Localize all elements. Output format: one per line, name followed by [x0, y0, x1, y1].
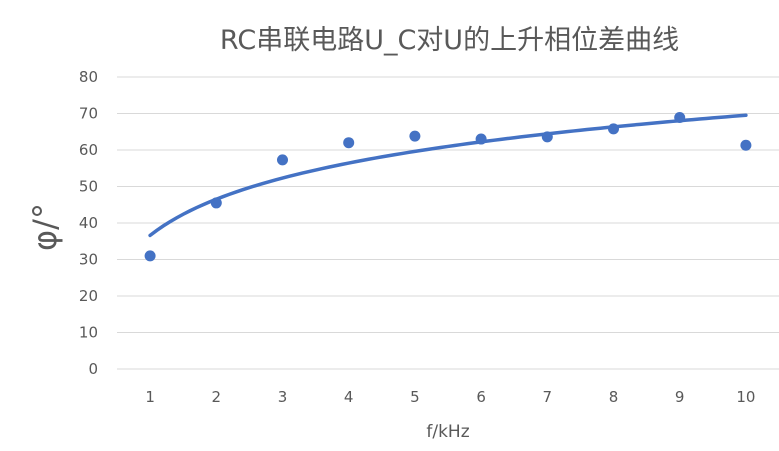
- data-point: [608, 123, 619, 135]
- x-tick-label: 3: [278, 388, 288, 406]
- x-tick-label: 1: [145, 388, 155, 406]
- x-axis-label: f/kHz: [426, 422, 469, 442]
- x-tick-label: 9: [675, 388, 685, 406]
- x-tick-label: 4: [344, 388, 354, 406]
- data-point: [144, 250, 156, 262]
- y-tick-label: 80: [79, 68, 98, 86]
- data-point: [475, 133, 487, 145]
- y-tick-labels: 0 10 20 30 40 50 60 70 80: [79, 68, 98, 378]
- y-axis-label: φ/°: [26, 203, 64, 251]
- chart-title: RC串联电路U_C对U的上升相位差曲线: [219, 25, 680, 56]
- data-point: [210, 197, 222, 209]
- x-tick-label: 2: [212, 388, 222, 406]
- data-points: [144, 112, 752, 262]
- x-tick-label: 8: [609, 388, 619, 406]
- data-point: [674, 112, 686, 124]
- y-tick-label: 30: [79, 251, 98, 269]
- y-tick-label: 10: [79, 324, 98, 342]
- axis-labels: f/kHz φ/°: [26, 203, 470, 442]
- y-tick-label: 50: [79, 178, 98, 196]
- gridlines: [117, 76, 779, 370]
- trendline: [148, 113, 748, 238]
- y-tick-label: 60: [79, 141, 98, 159]
- data-point: [343, 137, 355, 149]
- x-tick-labels: 1 2 3 4 5 6 7 8 9 10: [145, 388, 755, 406]
- y-tick-label: 70: [79, 105, 98, 123]
- x-tick-label: 7: [543, 388, 553, 406]
- data-point: [541, 131, 553, 143]
- data-point: [740, 139, 752, 151]
- data-point: [409, 130, 421, 142]
- x-tick-label: 10: [736, 388, 755, 406]
- trendline-path: [148, 113, 748, 238]
- data-point: [277, 154, 288, 166]
- y-tick-label: 0: [88, 360, 98, 378]
- x-tick-label: 6: [476, 388, 486, 406]
- x-tick-label: 5: [410, 388, 420, 406]
- y-tick-label: 40: [79, 214, 98, 232]
- y-tick-label: 20: [79, 287, 98, 305]
